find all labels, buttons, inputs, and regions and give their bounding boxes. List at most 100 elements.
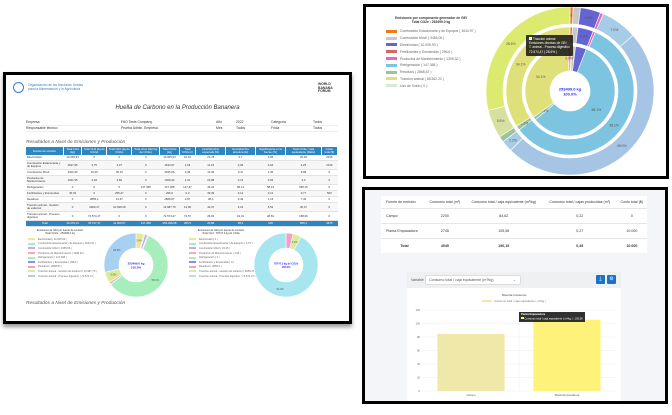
table-cell: 256,27 [106,190,132,198]
ring-slice[interactable] [505,26,571,127]
table-cell: 58,13 [255,184,286,192]
legend-item[interactable]: Electricidad ( 0 ) [189,237,256,242]
legend-label: Tracción animal - Gestión de estiércol (… [38,269,97,273]
legend-label: Electricidad ( 10.005,93 ) [400,42,438,47]
legend-item[interactable]: Combustión Estacionaria y de Equipos ( 3… [189,242,256,247]
legend-item[interactable]: Combustión Móvil ( 3455,06 ) [386,35,476,42]
table-cell: 2,82 [106,175,132,186]
legend-item[interactable]: Fertilizantes y Enmiendas ( 296,6 ) [28,260,97,265]
bar[interactable] [533,319,601,391]
legend-item[interactable]: Productos de Mantenimiento ( 1309,32 ) [386,55,476,62]
table-cell: 383,15 [285,184,322,192]
slice-label: 28.6% [506,42,516,46]
y-tick-label: 100 [416,322,421,326]
legend-item[interactable]: Combustión Estacionaria y de Equipos ( 1… [28,242,97,247]
info-label3: Finca [271,126,280,130]
legend-swatch [189,265,196,268]
legend-item[interactable]: Combustión Móvil ( 19,45 ) [189,246,256,251]
table-cell: 3289,47 [81,202,107,213]
ring-slice[interactable] [110,235,169,298]
bar[interactable] [437,333,505,391]
legend-item[interactable]: Fertilizantes y Enmiendas ( 296,6 ) [386,48,476,55]
legend-label: Combustión Estacionaria y de Equipos ( 1… [38,242,96,246]
table-cell: 1,13 [255,196,286,204]
ring-slice[interactable] [485,7,571,111]
report-panel: Organización de las Naciones Unidas para… [3,72,352,324]
table-cell: 0 [63,196,82,204]
info-value2: Todos [236,126,246,130]
ring-slice[interactable] [534,48,616,137]
download-button[interactable]: ⤓ [596,275,605,284]
table-cell: 0 [321,196,338,204]
table-cell: 0 [321,202,338,213]
table-cell: 0,11 [225,169,256,177]
legend-item[interactable]: Tracción animal - Gestión de estiércol (… [28,269,97,274]
table-cell: Campo [381,208,425,224]
legend-label: Productos de Mantenimiento ( 4,94 ) [199,251,241,255]
table-cell: 0 [63,202,82,213]
legend-item[interactable]: Tracción animal ( 86.562,22 ) [386,76,476,83]
legend-label: Fertilizantes y Enmiendas ( 296,6 ) [38,260,79,264]
legend-label: Refrigeración ( 147.368 ) [400,63,438,68]
table-row: Planta Empacadora 2745 105,58 0,27 10.000 [381,223,647,239]
column-header: Fuente de emisión [26,147,64,156]
sunburst-chart: 58.1% 1.1% 34.1% 0.8% 3.9% 58.1% 1.1% 34.1% 0.6%… [485,7,655,176]
table-cell: Fertilizantes y Enmiendas [26,190,64,198]
table-cell: 0 [131,155,160,162]
column-header: Total CH4 (kg de CO2e) [81,147,108,156]
legend-label: Tracción animal - Proceso digestivo ( 72… [199,274,256,278]
center-percent: 100.0% [563,92,577,97]
slice-label: 5.5% [497,119,505,123]
legend-item[interactable]: Residuos ( 2855,2 ) [189,265,256,270]
table-cell: 0,49 [225,196,256,204]
legend-item[interactable]: Tracción animal - Gestión de estiércol (… [189,269,256,274]
info-value: FAO Tests Company [121,120,153,124]
legend-item[interactable]: Tracción animal - Proceso digestivo ( 72… [28,274,97,279]
table-cell: Residuos [26,196,64,204]
legend-item[interactable]: Residuos ( 2868,87 ) [386,69,476,76]
legend-item[interactable]: Productos de Mantenimiento ( 1309,32 ) [28,251,97,256]
legend-item[interactable]: Tracción animal - Proceso digestivo ( 72… [189,274,256,279]
settings-button[interactable]: ⚙ [607,275,616,284]
legend-item[interactable]: Fertilizantes y Enmiendas ( 0 ) [189,260,256,265]
ring-slice[interactable] [518,31,635,156]
legend-item[interactable]: Refrigeración ( 147.368 ) [28,255,97,260]
variable-select[interactable]: Consumo total / caja equivalente (m³/kg)… [425,275,521,285]
legend-item[interactable]: Combustión Estacionaria y de Equipos ( 1… [386,28,476,35]
table-cell: 3,95 [255,155,286,162]
column-header: Fuente de emisión [386,200,416,204]
legend-label: Fertilizantes y Enmiendas ( 296,6 ) [400,49,453,54]
legend-item[interactable]: Uso de Suelo ( 0 ) [386,82,476,89]
legend-swatch [386,63,397,67]
legend-item[interactable]: Electricidad ( 10.005,93 ) [386,42,476,49]
water-table: Fuente de emisión Consumo total (m³) Consu… [381,196,647,253]
legend-item[interactable]: Residuos ( 2868,87 ) [28,265,97,270]
legend-item[interactable]: Refrigeración ( 0 ) [189,255,256,260]
legend-item[interactable]: Electricidad ( 10.005,93 ) [28,237,97,242]
legend-swatch [28,270,35,273]
table-cell: 6,23 [225,202,256,213]
table-cell: 0 [131,190,160,198]
table-cell: 0 [81,184,107,192]
legend-swatch [386,57,397,61]
table-cell: 8,98 [285,169,322,177]
table-cell: 3,75 [81,160,107,171]
legend-item[interactable]: Productos de Mantenimiento ( 4,94 ) [189,251,256,256]
legend-item[interactable]: Refrigeración ( 147.368 ) [386,62,476,69]
table-cell: 2130 [321,160,338,171]
table-cell: 147,37 [179,184,196,192]
table-row: Combustión Estacionaria y de Equipos 1627… [26,160,338,171]
legend-swatch [189,252,196,255]
page-title: Huella de Carbono en la Producción Banan… [115,105,240,111]
table-cell: 4,25 [285,160,322,171]
total-cell: 10.000 [616,238,647,253]
legend-item[interactable]: Combustión Móvil ( 3455,06 ) [28,246,97,251]
legend-swatch [386,43,397,47]
table-cell: 38,4 [195,196,226,204]
donut2-legend: Electricidad ( 0 ) Combustión Estacionari… [189,237,256,278]
ring-slice[interactable] [103,232,137,273]
table-cell: 4,94 [81,175,107,186]
table-cell: 1309,32 [159,175,180,186]
ring-slice[interactable] [253,232,319,298]
legend-label: Productos de Mantenimiento ( 1309,32 ) [38,251,85,255]
